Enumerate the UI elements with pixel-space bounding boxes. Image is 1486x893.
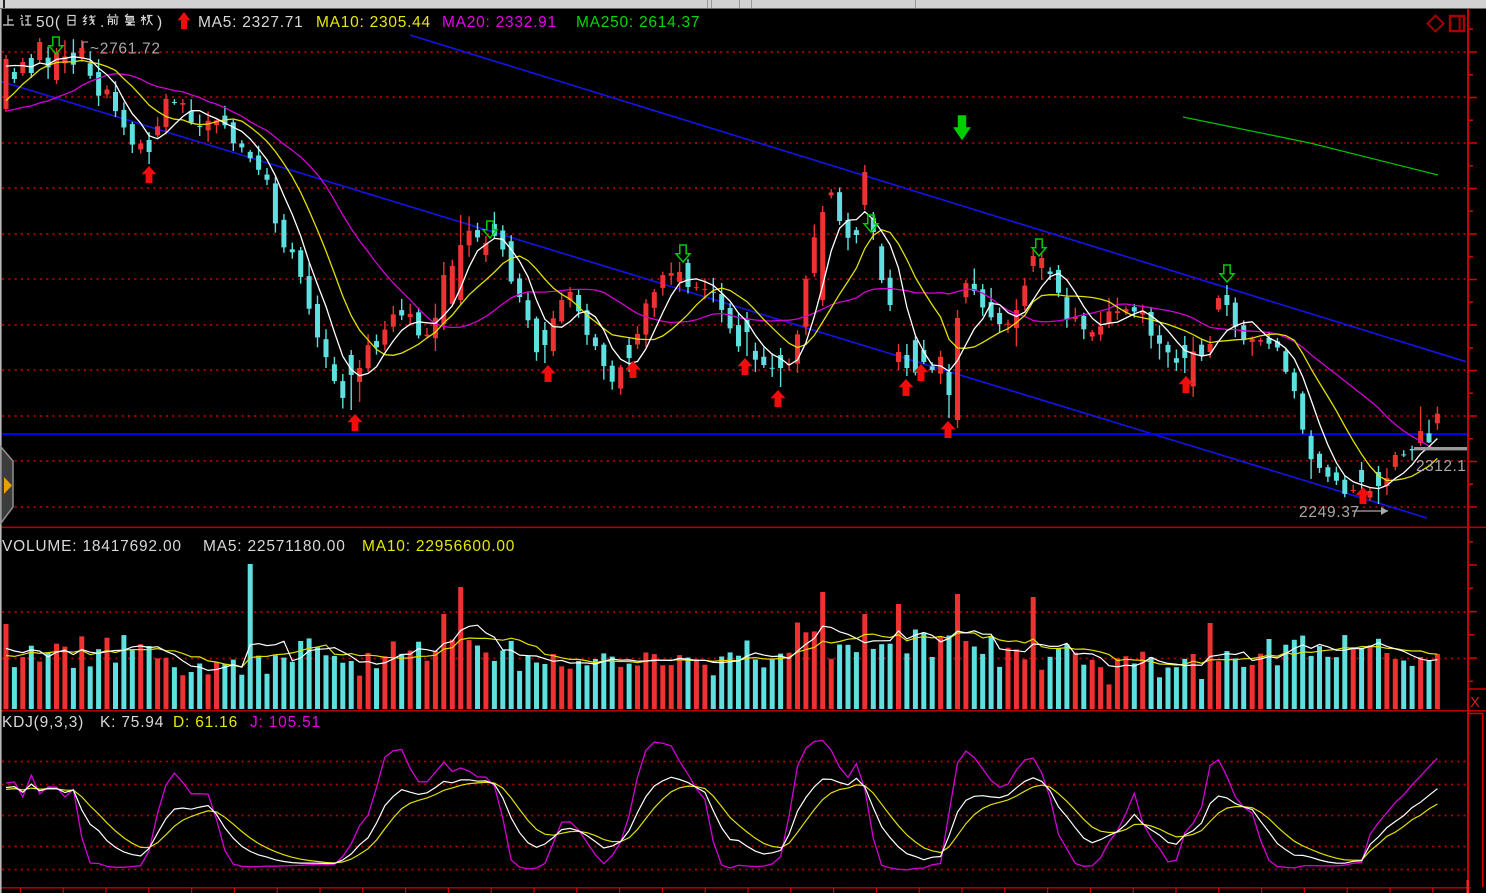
svg-text:X: X bbox=[1470, 694, 1480, 711]
svg-text:VOLUME: 18417692.00: VOLUME: 18417692.00 bbox=[2, 538, 182, 555]
svg-text:~2761.72: ~2761.72 bbox=[90, 41, 161, 58]
svg-text:MA250: 2614.37: MA250: 2614.37 bbox=[576, 14, 700, 31]
svg-text:.: . bbox=[100, 14, 105, 31]
svg-text:MA10: 2305.44: MA10: 2305.44 bbox=[316, 14, 431, 31]
svg-text:MA20: 2332.91: MA20: 2332.91 bbox=[442, 14, 557, 31]
svg-text:J: 105.51: J: 105.51 bbox=[250, 714, 321, 731]
svg-text:MA10: 22956600.00: MA10: 22956600.00 bbox=[362, 538, 515, 555]
svg-text:2249.37: 2249.37 bbox=[1299, 504, 1360, 521]
svg-text:MA5: 2327.71: MA5: 2327.71 bbox=[198, 14, 304, 31]
svg-text:K: 75.94: K: 75.94 bbox=[100, 714, 164, 731]
svg-text:2312.1: 2312.1 bbox=[1416, 458, 1466, 475]
svg-text:MA5: 22571180.00: MA5: 22571180.00 bbox=[203, 538, 346, 555]
svg-text:KDJ(9,3,3): KDJ(9,3,3) bbox=[2, 714, 84, 731]
svg-text:50(: 50( bbox=[36, 14, 61, 31]
svg-text:D: 61.16: D: 61.16 bbox=[173, 714, 238, 731]
svg-text:): ) bbox=[157, 14, 163, 31]
